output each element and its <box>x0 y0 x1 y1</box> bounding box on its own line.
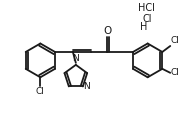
Text: Cl: Cl <box>170 68 179 77</box>
Text: N: N <box>72 54 79 63</box>
Text: Cl: Cl <box>170 36 179 45</box>
Text: Cl: Cl <box>143 14 152 24</box>
Text: H: H <box>140 22 147 32</box>
Text: N: N <box>83 82 90 91</box>
Text: Cl: Cl <box>36 87 45 96</box>
Text: O: O <box>104 26 112 36</box>
Text: HCl: HCl <box>138 3 155 13</box>
